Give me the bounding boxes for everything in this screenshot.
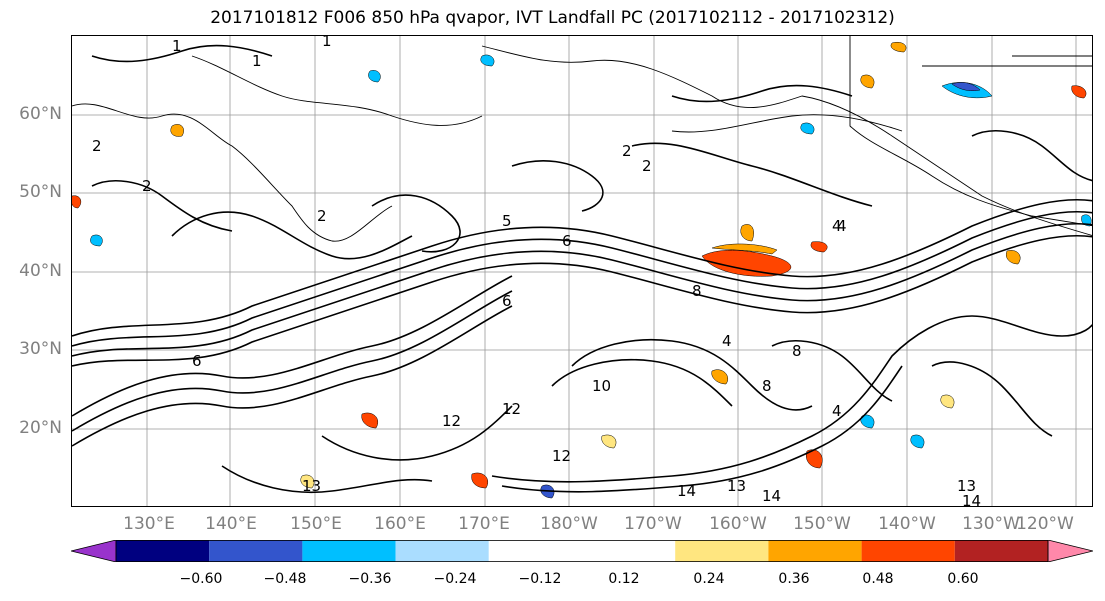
contour-label: 14 xyxy=(762,487,781,505)
contour-label: 4 xyxy=(837,217,847,235)
lon-label-180w: 180°W xyxy=(540,514,598,534)
lat-label-30n: 30°N xyxy=(19,339,62,359)
shading-positive xyxy=(72,42,1087,489)
contour-label: 1 xyxy=(322,36,332,50)
colorbar-segment xyxy=(488,540,582,562)
colorbar-tick-label: −0.48 xyxy=(263,571,307,587)
lon-label-120w: 120°W xyxy=(1016,514,1074,534)
contour-label: 4 xyxy=(722,332,732,350)
contour-label: 5 xyxy=(502,212,512,230)
lat-label-40n: 40°N xyxy=(19,261,62,281)
contour-label: 12 xyxy=(552,447,571,465)
contours xyxy=(72,44,1092,494)
contour-label: 2 xyxy=(92,137,102,155)
colorbar-segment xyxy=(582,540,676,562)
lon-label-160w: 160°W xyxy=(709,514,767,534)
colorbar-extend-low xyxy=(70,539,117,563)
map-panel: 1 1 1 2 2 2 2 2 4 4 4 4 5 6 6 6 8 8 8 10… xyxy=(71,35,1093,507)
contour-label: 2 xyxy=(622,142,632,160)
lon-label-130w: 130°W xyxy=(962,514,1020,534)
contour-label: 2 xyxy=(142,177,152,195)
contour-label: 4 xyxy=(832,402,842,420)
contour-label: 13 xyxy=(302,477,321,495)
contour-label: 12 xyxy=(442,412,461,430)
colorbar-svg xyxy=(70,539,1094,563)
lat-label-50n: 50°N xyxy=(19,182,62,202)
colorbar-segment xyxy=(675,540,769,562)
contour-label: 2 xyxy=(642,157,652,175)
lon-label-150w: 150°W xyxy=(793,514,851,534)
colorbar xyxy=(70,539,1094,563)
contour-label: 6 xyxy=(192,352,202,370)
lon-label-170e: 170°E xyxy=(458,514,510,534)
lon-label-130e: 130°E xyxy=(123,514,175,534)
colorbar-tick-label: −0.60 xyxy=(179,571,223,587)
colorbar-tick-label: 0.60 xyxy=(947,571,979,587)
contour-label: 13 xyxy=(727,477,746,495)
lon-label-140e: 140°E xyxy=(205,514,257,534)
lon-label-140w: 140°W xyxy=(878,514,936,534)
contour-label: 14 xyxy=(677,482,696,500)
contour-label: 8 xyxy=(792,342,802,360)
colorbar-segment xyxy=(954,540,1048,562)
gridlines xyxy=(72,36,1092,506)
colorbar-segment xyxy=(209,540,303,562)
lon-label-160e: 160°E xyxy=(374,514,426,534)
contour-label: 6 xyxy=(502,292,512,310)
lat-label-60n: 60°N xyxy=(19,104,62,124)
contour-label: 1 xyxy=(172,37,182,55)
lon-label-170w: 170°W xyxy=(624,514,682,534)
colorbar-outline xyxy=(115,540,1049,562)
contour-label: 13 xyxy=(957,477,976,495)
colorbar-tick-label: 0.12 xyxy=(608,571,640,587)
colorbar-tick-label: 0.24 xyxy=(693,571,725,587)
contour-label: 10 xyxy=(592,377,611,395)
coastlines xyxy=(72,36,1092,242)
lat-label-20n: 20°N xyxy=(19,418,62,438)
colorbar-tick-label: −0.36 xyxy=(348,571,392,587)
colorbar-segment xyxy=(395,540,489,562)
contour-label: 2 xyxy=(317,207,327,225)
contour-label: 14 xyxy=(962,492,981,507)
colorbar-segment xyxy=(768,540,862,562)
map-canvas: 1 1 1 2 2 2 2 2 4 4 4 4 5 6 6 6 8 8 8 10… xyxy=(72,36,1092,507)
map-title: 2017101812 F006 850 hPa qvapor, IVT Land… xyxy=(210,8,895,28)
colorbar-segment xyxy=(861,540,955,562)
colorbar-extend-high xyxy=(1047,539,1094,563)
contour-label: 6 xyxy=(562,232,572,250)
contour-label: 4 xyxy=(832,217,842,235)
contour-label: 12 xyxy=(502,400,521,418)
colorbar-segment xyxy=(302,540,396,562)
contour-label: 8 xyxy=(692,282,702,300)
colorbar-segment xyxy=(116,540,210,562)
lon-label-150e: 150°E xyxy=(290,514,342,534)
contour-label: 1 xyxy=(252,52,262,70)
colorbar-tick-label: −0.12 xyxy=(518,571,562,587)
colorbar-tick-label: 0.36 xyxy=(778,571,810,587)
colorbar-tick-label: −0.24 xyxy=(433,571,477,587)
colorbar-tick-label: 0.48 xyxy=(862,571,894,587)
contour-labels: 1 1 1 2 2 2 2 2 4 4 4 4 5 6 6 6 8 8 8 10… xyxy=(92,36,981,507)
contour-label: 8 xyxy=(762,377,772,395)
